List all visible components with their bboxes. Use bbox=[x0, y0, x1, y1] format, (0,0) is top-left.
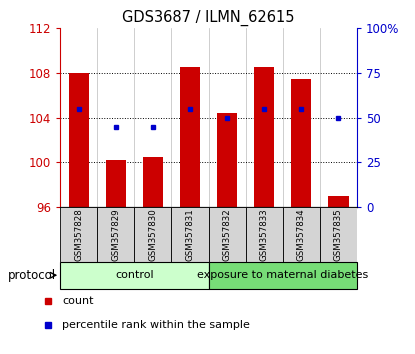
Title: GDS3687 / ILMN_62615: GDS3687 / ILMN_62615 bbox=[122, 9, 295, 25]
Text: percentile rank within the sample: percentile rank within the sample bbox=[62, 320, 250, 330]
Bar bbox=[209, 207, 246, 262]
Text: protocol: protocol bbox=[8, 269, 56, 282]
Text: GSM357831: GSM357831 bbox=[186, 208, 195, 261]
Text: GSM357835: GSM357835 bbox=[334, 208, 343, 261]
Text: GSM357833: GSM357833 bbox=[260, 208, 269, 261]
Text: count: count bbox=[62, 296, 94, 307]
Text: GSM357834: GSM357834 bbox=[297, 208, 306, 261]
Text: GSM357830: GSM357830 bbox=[149, 208, 157, 261]
Bar bbox=[320, 207, 357, 262]
Bar bbox=[97, 207, 134, 262]
Text: GSM357832: GSM357832 bbox=[222, 208, 232, 261]
Bar bbox=[60, 262, 209, 289]
Text: GSM357828: GSM357828 bbox=[74, 208, 83, 261]
Bar bbox=[105, 160, 126, 207]
Bar bbox=[254, 67, 274, 207]
Bar bbox=[209, 262, 357, 289]
Bar bbox=[143, 157, 163, 207]
Bar bbox=[134, 207, 171, 262]
Text: exposure to maternal diabetes: exposure to maternal diabetes bbox=[197, 270, 369, 280]
Bar bbox=[246, 207, 283, 262]
Text: GSM357829: GSM357829 bbox=[111, 208, 120, 261]
Bar bbox=[60, 207, 97, 262]
Bar bbox=[180, 67, 200, 207]
Bar bbox=[217, 113, 237, 207]
Bar bbox=[171, 207, 209, 262]
Bar bbox=[68, 73, 89, 207]
Bar bbox=[283, 207, 320, 262]
Text: control: control bbox=[115, 270, 154, 280]
Bar bbox=[328, 196, 349, 207]
Bar bbox=[291, 79, 312, 207]
